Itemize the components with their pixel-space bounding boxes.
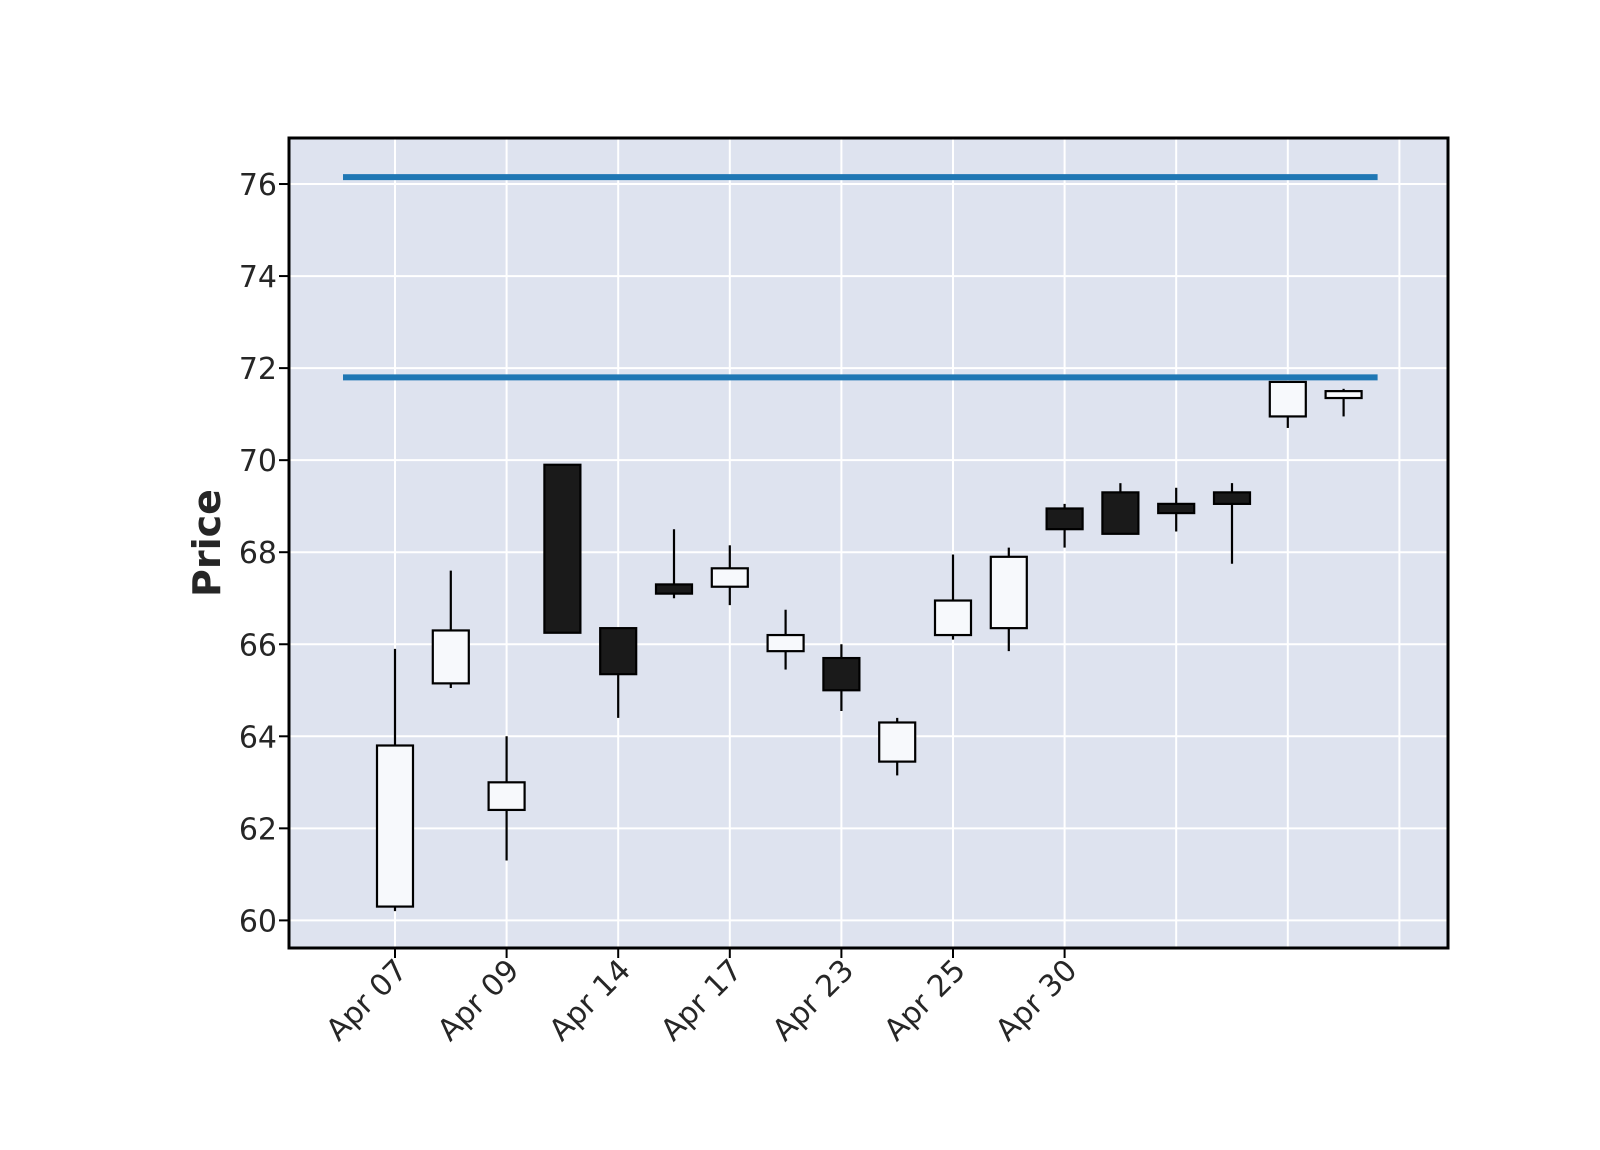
candle-body	[431, 629, 470, 685]
y-tick-label: 64	[239, 720, 277, 755]
candle-body	[1268, 380, 1307, 418]
candle-body	[878, 721, 917, 763]
candle-body	[599, 627, 638, 676]
x-tick-label: Apr 23	[766, 953, 861, 1048]
x-tick-label: Apr 07	[319, 953, 414, 1048]
candle	[654, 529, 694, 599]
candle	[1101, 483, 1140, 535]
candle	[543, 463, 582, 634]
horizontal-lines	[343, 174, 1378, 381]
candle	[1212, 483, 1252, 564]
x-axis-ticks: Apr 07 Apr 09 Apr 14 Apr 17 Apr 23 Apr 25 Apr …	[319, 948, 1084, 1048]
y-tick-label: 66	[239, 628, 277, 663]
y-tick-label: 76	[239, 168, 277, 203]
y-tick-label: 62	[239, 812, 277, 847]
candle	[933, 554, 973, 640]
candle	[375, 648, 415, 912]
y-tick-label: 70	[239, 444, 277, 479]
candle	[1324, 388, 1363, 417]
y-tick-label: 72	[239, 352, 277, 387]
candle	[989, 547, 1028, 652]
candle-body	[766, 633, 805, 653]
x-tick-label: Apr 30	[989, 953, 1084, 1048]
y-tick-label: 74	[239, 260, 277, 295]
candle-body	[822, 656, 861, 692]
candle-body	[375, 744, 415, 908]
candle	[710, 545, 749, 606]
y-tick-label: 68	[239, 536, 277, 571]
candle-body	[1212, 491, 1252, 505]
candle-body	[1045, 507, 1084, 531]
candle	[1045, 503, 1084, 548]
candle	[599, 627, 638, 718]
candle	[766, 609, 805, 670]
candle	[1268, 380, 1307, 428]
x-tick-label: Apr 17	[654, 953, 749, 1048]
x-tick-label: Apr 14	[543, 953, 638, 1048]
grid	[289, 138, 1448, 948]
candle-body	[1101, 491, 1140, 535]
candle-body	[933, 599, 973, 637]
candle	[878, 717, 917, 776]
y-tick-label: 60	[239, 904, 277, 939]
candle	[431, 570, 470, 688]
candle-body	[1157, 502, 1196, 515]
candle-body	[487, 781, 526, 812]
x-tick-label: Apr 25	[877, 953, 972, 1048]
candle-body	[654, 583, 694, 595]
plot-background	[289, 138, 1448, 948]
candle-body	[710, 567, 749, 588]
candle-body	[543, 463, 582, 634]
y-axis-ticks: 60 62 64 66 68 70 72 74 76	[239, 168, 289, 939]
candle	[822, 644, 861, 711]
candles	[375, 380, 1363, 912]
candle	[487, 736, 526, 861]
plot-frame	[287, 136, 1450, 950]
candle	[1157, 487, 1196, 532]
candle-body	[1324, 390, 1363, 400]
candle-body	[989, 555, 1028, 630]
x-tick-label: Apr 09	[431, 953, 526, 1048]
y-axis-label: Price	[185, 489, 229, 597]
